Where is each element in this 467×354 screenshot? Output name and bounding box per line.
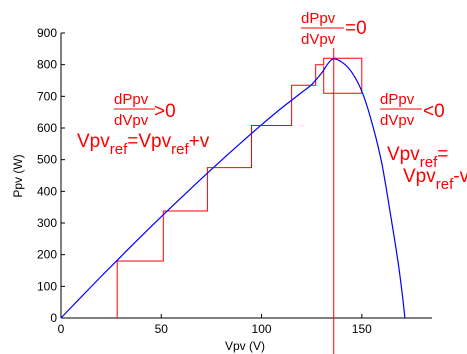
plot-area [60, 48, 406, 354]
rule-left-tail: +v [189, 131, 210, 152]
y-tick-label: 400 [37, 184, 57, 198]
y-tick-label: 0 [50, 311, 57, 325]
x-tick-label: 0 [58, 322, 65, 336]
rule-right-eq: = [437, 144, 448, 165]
y-tick-label: 900 [37, 26, 57, 40]
rule-right-tail: -v [453, 166, 467, 187]
rule-right-b: Vpv [403, 166, 436, 187]
x-tick-label: 150 [352, 322, 372, 336]
y-tick-label: 500 [37, 153, 57, 167]
ticks: 0 50 100 150 0 100 200 300 400 500 600 700 800 900 [37, 26, 372, 336]
slope-top-numerator: dPpv [301, 10, 336, 27]
slope-top-relation: =0 [345, 18, 367, 39]
perturbation-steps [116, 57, 363, 318]
annotation-rule-left: Vpvref=Vpvref+v [77, 131, 210, 158]
annotation-slope-top: dPpv dVpv =0 [301, 10, 367, 48]
y-tick-label: 100 [37, 279, 57, 293]
y-tick-label: 200 [37, 248, 57, 262]
annotation-slope-left: dPpv dVpv >0 [114, 91, 176, 129]
rule-right-sub-b: ref [436, 176, 454, 193]
slope-left-numerator: dPpv [114, 91, 149, 108]
annotation-rule-right: Vpvref= Vpvref-v [387, 144, 467, 193]
y-tick-label: 600 [37, 121, 57, 135]
pv-curve [60, 58, 406, 319]
rule-right-a: Vpv [387, 144, 420, 165]
x-axis-label: Vpv (V) [225, 339, 265, 353]
x-tick-label: 50 [155, 322, 169, 336]
x-tick-label: 100 [252, 322, 272, 336]
slope-right-denominator: dVpv [380, 112, 415, 129]
rule-right-sub-a: ref [420, 154, 438, 171]
rule-left-text: Vpvref=Vpvref+v [77, 131, 210, 158]
slope-top-denominator: dVpv [301, 31, 336, 48]
y-tick-label: 700 [37, 89, 57, 103]
slope-left-relation: >0 [154, 101, 176, 122]
annotation-slope-right: dPpv dVpv <0 [380, 91, 445, 129]
axes [60, 33, 432, 319]
slope-right-relation: <0 [423, 101, 445, 122]
slope-left-denominator: dVpv [114, 112, 149, 129]
y-tick-label: 300 [37, 216, 57, 230]
y-axis-label: Ppv (W) [11, 154, 25, 197]
rule-left-sub-b: ref [171, 141, 189, 158]
y-tick-label: 800 [37, 58, 57, 72]
rule-left-a: Vpv [77, 131, 110, 152]
slope-right-numerator: dPpv [380, 91, 415, 108]
rule-left-sub-a: ref [110, 141, 128, 158]
rule-right-line1: Vpvref= [387, 144, 448, 171]
rule-right-line2: Vpvref-v [403, 166, 467, 193]
rule-left-eq: =Vpv [127, 131, 171, 152]
